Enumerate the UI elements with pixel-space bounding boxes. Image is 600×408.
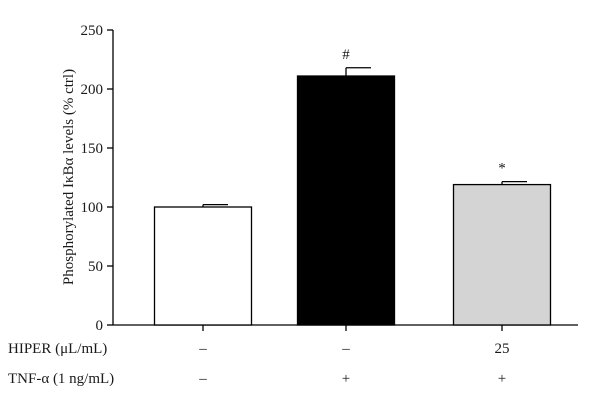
bar-2: [296, 75, 396, 326]
y-tick-label: 150: [81, 141, 104, 157]
error-bars: [202, 67, 527, 207]
y-tick-label: 200: [81, 82, 104, 98]
treatment-table: HIPER (μL/mL) – – 25 TNF-α (1 ng/mL) – + +: [8, 341, 510, 387]
significance-mark: *: [498, 161, 506, 177]
significance-mark: #: [342, 47, 350, 63]
treatment-cell: –: [198, 371, 207, 387]
y-tick-label: 250: [81, 23, 104, 39]
treatment-row-label: HIPER (μL/mL): [8, 341, 107, 357]
treatment-cell: –: [341, 341, 350, 357]
treatment-cell: 25: [495, 341, 510, 357]
bar-1: [153, 206, 253, 326]
treatment-row-label: TNF-α (1 ng/mL): [8, 371, 114, 387]
bars: [153, 75, 552, 326]
bar-3: [452, 183, 552, 326]
significance-marks: #*: [342, 47, 506, 177]
y-tick-label: 100: [81, 200, 104, 216]
treatment-cell: –: [198, 341, 207, 357]
y-axis: 0 50 100 150 200 250: [81, 23, 114, 334]
treatment-cell: +: [342, 371, 350, 387]
x-axis: [113, 324, 578, 331]
y-tick-label: 0: [96, 318, 104, 334]
y-tick-label: 50: [88, 259, 103, 275]
treatment-cell: +: [498, 371, 506, 387]
y-axis-label: Phosphorylated IκBα levels (% ctrl): [61, 69, 77, 285]
